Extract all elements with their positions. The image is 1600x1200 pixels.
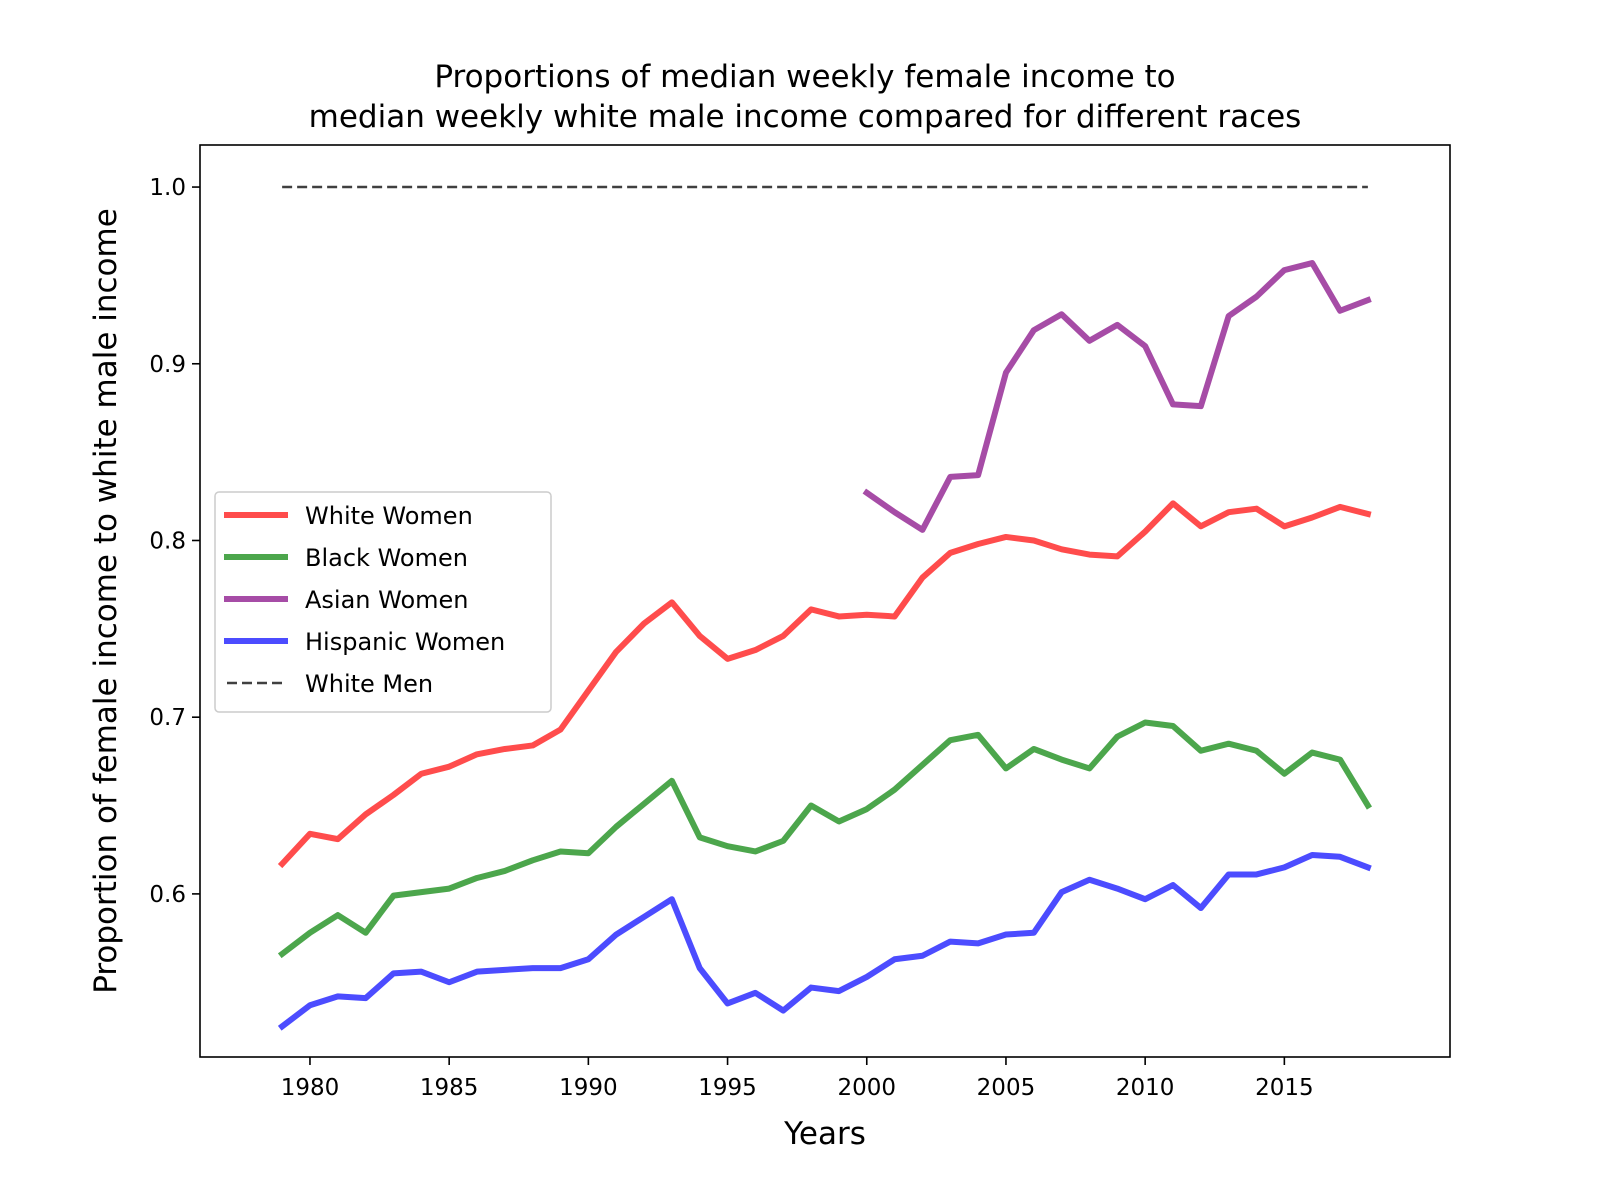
series-line-asian-women [862,260,1372,533]
x-tick-label: 1990 [559,1075,618,1101]
y-axis: 0.6 0.7 0.8 0.9 1.0 [149,175,200,908]
series-line-black-women [277,719,1372,959]
x-tick-label: 1995 [698,1075,757,1101]
x-tick-label: 1980 [281,1075,340,1101]
chart-title-line-2: median weekly white male income compared… [309,99,1302,135]
x-axis: 1980 1985 1990 1995 2000 2005 2010 2015 [281,1057,1314,1101]
legend-label-hispanic-women: Hispanic Women [305,628,505,656]
y-tick-label: 1.0 [149,175,186,201]
x-tick-label: 2010 [1116,1075,1175,1101]
legend-label-black-women: Black Women [305,544,468,572]
series-line-hispanic-women [277,852,1372,1031]
plot-area [277,185,1372,1031]
x-tick-label: 2005 [977,1075,1036,1101]
x-tick-label: 2015 [1255,1075,1314,1101]
y-tick-label: 0.9 [149,352,186,378]
legend-label-white-men: White Men [305,670,433,698]
legend-label-white-women: White Women [305,502,473,530]
legend: White Women Black Women Asian Women Hispani… [214,491,552,713]
plot-frame [199,144,1451,1058]
chart-title-line-1: Proportions of median weekly female inco… [434,59,1175,95]
x-tick-label: 2000 [837,1075,896,1101]
y-axis-label: Proportion of female income to white mal… [88,208,124,994]
legend-label-asian-women: Asian Women [305,586,469,614]
y-tick-label: 0.7 [149,705,186,731]
series-line-white-women [277,500,1372,869]
x-axis-label: Years [783,1116,866,1152]
y-tick-label: 0.6 [149,882,186,908]
x-tick-label: 1985 [420,1075,479,1101]
legend-box [214,491,552,713]
y-tick-label: 0.8 [149,528,186,554]
